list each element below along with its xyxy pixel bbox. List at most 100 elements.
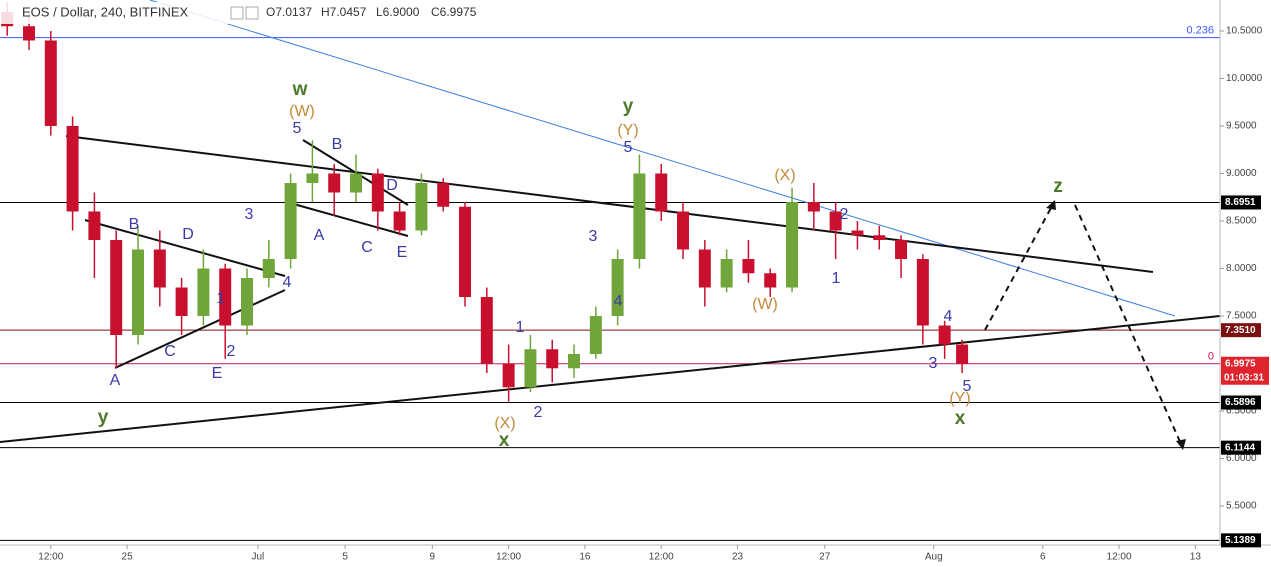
y-tick-label: 10.0000: [1226, 73, 1263, 84]
trendline: [289, 202, 409, 237]
candle-body: [262, 259, 275, 279]
candle-body: [241, 278, 254, 326]
ohlc-value: C6.9975: [431, 5, 477, 19]
wave-label: A: [314, 227, 325, 244]
candle-body: [807, 201, 820, 212]
axes: 5.50006.00006.50007.00007.50008.00008.50…: [38, 26, 1269, 563]
candle-body: [88, 211, 101, 241]
candle-body: [371, 173, 384, 212]
candle-body: [459, 206, 472, 298]
wave-label: B: [129, 216, 140, 233]
levels: 0.236 0: [0, 25, 1220, 541]
wave-label: 3: [589, 228, 598, 245]
wave-label: 2: [840, 206, 849, 223]
x-tick-label: 13: [1190, 552, 1202, 563]
wave-label: 3: [245, 206, 254, 223]
wave-label: (Y): [949, 390, 970, 407]
x-tick-label: 6: [1040, 552, 1046, 563]
candle-body: [786, 201, 799, 288]
wave-label: x: [955, 408, 966, 429]
y-tick-label: 6.0000: [1226, 453, 1257, 464]
wave-label: 4: [944, 308, 953, 325]
candle-body: [633, 173, 646, 260]
y-tick-label: 9.5000: [1226, 121, 1257, 132]
candle-body: [197, 268, 210, 317]
candle-body: [524, 349, 537, 388]
candle-body: [437, 182, 450, 207]
candle-body: [219, 268, 232, 326]
y-tick-label: 8.0000: [1226, 263, 1257, 274]
fib-label: 0.236: [1186, 25, 1214, 37]
candle-body: [502, 363, 515, 388]
candle-body: [956, 344, 969, 364]
wave-label: 1: [516, 319, 525, 336]
y-tick-label: 10.5000: [1226, 26, 1263, 37]
arrow-head: [1046, 200, 1056, 210]
wave-label: 2: [227, 343, 236, 360]
level-box: [1221, 195, 1261, 210]
last-price-label: 6.9975: [1225, 358, 1256, 369]
level-box: [1221, 533, 1261, 548]
level-label: 7.3510: [1225, 325, 1256, 336]
candle-body: [284, 182, 297, 260]
wave-label: 5: [293, 120, 302, 137]
wave-label: B: [332, 136, 343, 153]
candle-body: [611, 259, 624, 317]
wave-label: 4: [614, 293, 623, 310]
wave-label: (W): [289, 103, 315, 120]
chart-title: EOS / Dollar, 240, BITFINEX: [22, 4, 188, 19]
wave-label: C: [361, 239, 373, 256]
wave-label: y: [98, 407, 109, 428]
ohlc-legend: O7.0137 H7.0457 L6.9000 C6.9975: [266, 5, 477, 19]
level-label: 5.1389: [1225, 535, 1256, 546]
candle-body: [677, 211, 690, 250]
candle-body: [350, 173, 363, 193]
candle-body: [851, 230, 864, 236]
level-box: [1221, 323, 1261, 338]
fib-label: 0: [1208, 351, 1214, 363]
x-tick-label: 25: [122, 552, 134, 563]
trendlines: [0, 0, 1221, 450]
wave-label: w: [292, 79, 308, 100]
wave-label: (Y): [617, 122, 638, 139]
candle-body: [306, 173, 319, 183]
candle-body: [44, 40, 57, 126]
x-tick-label: 12:00: [649, 552, 674, 563]
candle-body: [480, 297, 493, 364]
wave-label: 1: [217, 290, 226, 307]
x-tick-label: 23: [732, 552, 744, 563]
level-box: [1221, 440, 1261, 455]
candle-body: [916, 259, 929, 326]
ohlc-value: L6.9000: [376, 5, 420, 19]
wave-label: 4: [283, 274, 292, 291]
wave-label: D: [182, 226, 194, 243]
x-tick-label: 16: [579, 552, 591, 563]
candle-body: [764, 273, 777, 288]
arrow-head: [1176, 439, 1186, 450]
ohlc-value: O7.0137: [266, 5, 312, 19]
candle-body: [655, 173, 668, 212]
candle-body: [153, 249, 166, 288]
candle-body: [873, 235, 886, 241]
icon: [230, 6, 244, 20]
wave-label: 5: [624, 139, 633, 156]
y-tick-label: 7.5000: [1226, 311, 1257, 322]
trendline: [0, 315, 1221, 443]
trendline: [114, 289, 286, 369]
candle-body: [23, 26, 35, 41]
y-tick-label: 9.0000: [1226, 168, 1257, 179]
x-tick-label: 5: [342, 552, 348, 563]
candle-body: [720, 259, 733, 288]
wave-label: D: [386, 177, 398, 194]
candle-body: [698, 249, 711, 288]
trendline: [149, 0, 1176, 317]
ohlc-value: H7.0457: [321, 5, 367, 19]
level-label: 6.1144: [1225, 442, 1255, 453]
candle-body: [393, 211, 406, 231]
trendline: [65, 135, 1154, 273]
x-tick-label: 9: [430, 552, 436, 563]
y-tick-label: 8.5000: [1226, 216, 1257, 227]
icon: [245, 6, 259, 20]
x-tick-label: Aug: [925, 552, 943, 563]
